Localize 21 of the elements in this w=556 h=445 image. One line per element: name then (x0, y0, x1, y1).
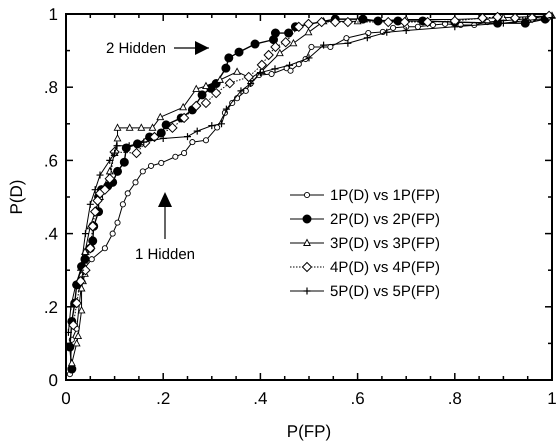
legend-label: 2P(D) vs 2P(FP) (330, 211, 440, 228)
y-tick-label: .8 (44, 78, 58, 98)
y-tick-label: .6 (44, 151, 58, 170)
x-tick-label: .8 (448, 389, 462, 408)
x-tick-label: .4 (253, 389, 268, 408)
annotation: 1 Hidden (134, 246, 196, 263)
y-axis-title: P(D) (7, 180, 26, 214)
annotation: 2 Hidden (106, 40, 166, 57)
legend-label: 5P(D) vs 5P(FP) (330, 283, 440, 300)
x-tick-label: .2 (156, 389, 170, 408)
legend-label: 3P(D) vs 3P(FP) (330, 235, 440, 252)
x-axis-title: P(FP) (286, 422, 332, 441)
y-tick-label: .4 (44, 224, 58, 244)
x-tick-label: .6 (350, 389, 365, 408)
y-tick-label: .2 (44, 298, 58, 317)
x-tick-label: 1 (547, 389, 556, 408)
legend-label: 4P(D) vs 4P(FP) (330, 259, 440, 276)
x-tick-label: 0 (61, 389, 71, 408)
legend-label: 1P(D) vs 1P(FP) (330, 187, 440, 204)
y-tick-label: 1 (48, 5, 58, 24)
y-tick-label: 0 (48, 371, 58, 390)
